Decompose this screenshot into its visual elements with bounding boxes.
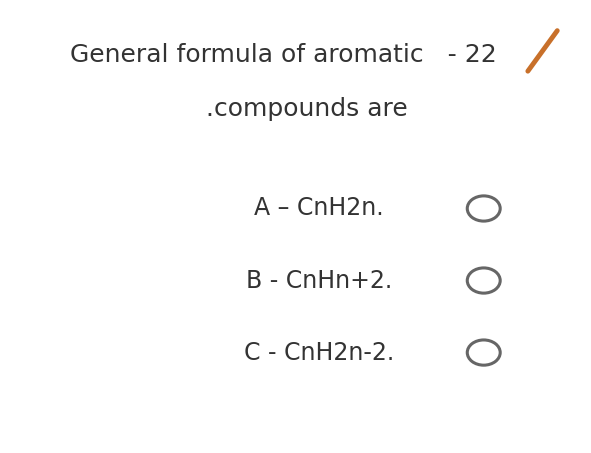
- Text: .compounds are: .compounds are: [206, 97, 408, 121]
- Text: A – CnH2n.: A – CnH2n.: [254, 197, 384, 221]
- Text: General formula of aromatic   - 22: General formula of aromatic - 22: [70, 43, 497, 67]
- Text: C - CnH2n-2.: C - CnH2n-2.: [244, 341, 394, 365]
- Text: B - CnHn+2.: B - CnHn+2.: [246, 269, 392, 293]
